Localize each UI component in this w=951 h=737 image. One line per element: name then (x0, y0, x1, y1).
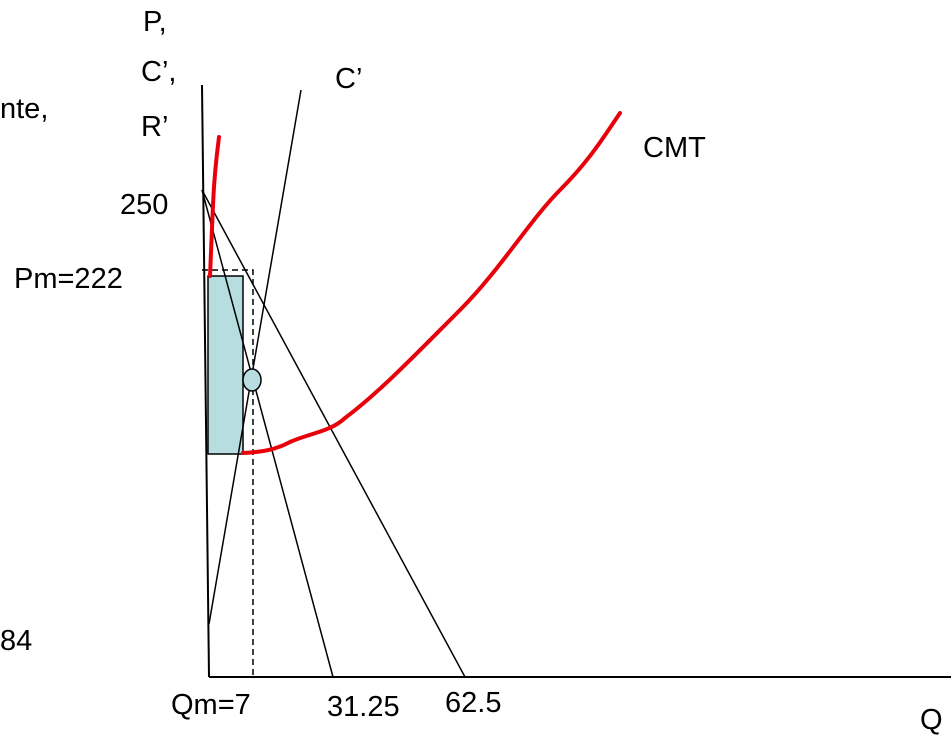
y-axis (201, 84, 210, 678)
red-vertical-stroke (208, 135, 221, 278)
monopoly-quantity-label: Qm=7 (171, 689, 251, 721)
mc-curve-label: C’ (335, 63, 363, 95)
y-axis-label-line-1: P, (143, 6, 167, 38)
left-fragment-bottom: 84 (0, 625, 33, 657)
demand-line (201, 189, 466, 678)
monopoly-price-label: Pm=222 (14, 263, 123, 295)
marginal-cost-line (208, 89, 302, 625)
y-axis-label-line-3: R’ (141, 111, 169, 143)
marginal-revenue-line (201, 189, 334, 678)
price-intercept-label: 250 (120, 189, 169, 221)
mr-intercept-label: 31.25 (327, 691, 400, 723)
y-axis-label-line-2: C’, (141, 56, 177, 88)
x-axis-label: Q (920, 704, 943, 736)
atc-curve-label: CMT (643, 132, 706, 164)
demand-intercept-label: 62.5 (445, 687, 502, 719)
profit-rectangle (207, 275, 244, 455)
atc-curve (241, 111, 622, 455)
left-fragment-top: nte, (0, 93, 49, 125)
dashed-price-guide (202, 269, 254, 677)
intersection-marker (242, 368, 262, 392)
